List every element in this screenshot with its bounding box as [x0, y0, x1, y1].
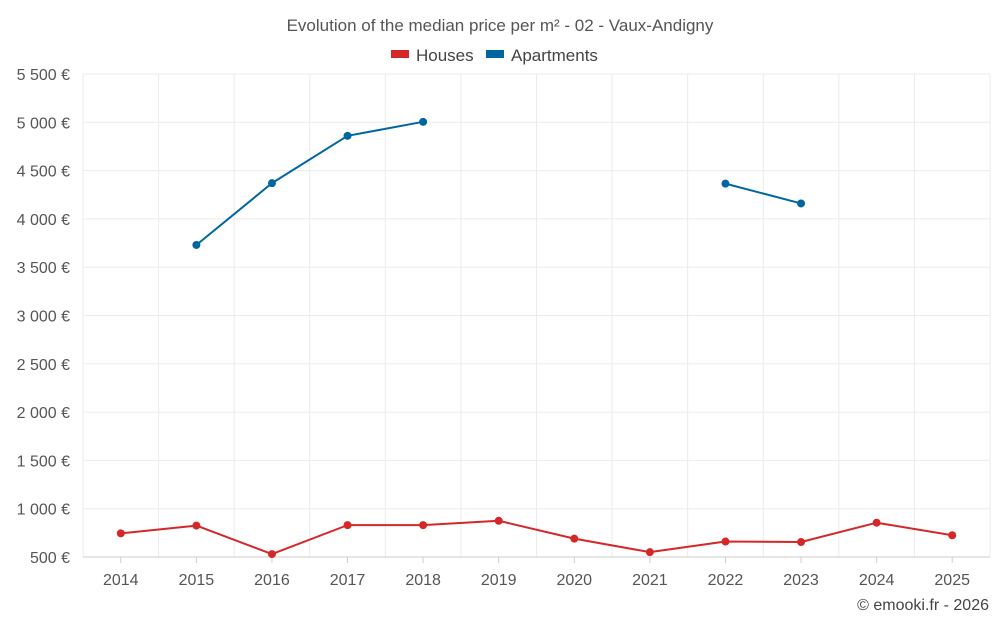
x-tick-label: 2017 — [330, 572, 366, 589]
legend-swatch-apartments — [486, 50, 504, 58]
series-line-apartments — [195, 120, 424, 246]
x-tick-label: 2021 — [632, 572, 668, 589]
series-houses — [116, 516, 957, 559]
x-tick-label: 2024 — [859, 572, 895, 589]
data-point-houses-2017[interactable] — [343, 521, 352, 530]
data-point-houses-2023[interactable] — [797, 538, 806, 547]
data-point-apartments-2015[interactable] — [192, 240, 201, 249]
data-point-apartments-2017[interactable] — [343, 131, 352, 140]
series-line-apartments — [725, 182, 802, 205]
y-tick-label: 4 000 € — [17, 212, 70, 229]
credit-text: © emooki.fr - 2026 — [857, 597, 989, 614]
x-tick-label: 2022 — [708, 572, 744, 589]
legend-label-apartments[interactable]: Apartments — [511, 46, 598, 65]
data-point-houses-2019[interactable] — [494, 516, 503, 525]
x-tick-label: 2023 — [783, 572, 819, 589]
series-line-houses — [120, 519, 953, 556]
y-tick-label: 2 000 € — [17, 405, 70, 422]
legend-label-houses[interactable]: Houses — [416, 46, 474, 65]
data-point-apartments-2018[interactable] — [419, 117, 428, 126]
series-layer — [116, 117, 957, 559]
y-tick-label: 3 000 € — [17, 309, 70, 326]
y-tick-label: 1 500 € — [17, 453, 70, 470]
chart-title: Evolution of the median price per m² - 0… — [287, 16, 714, 35]
x-tick-label: 2014 — [103, 572, 139, 589]
x-tick-label: 2025 — [934, 572, 970, 589]
data-point-apartments-2022[interactable] — [721, 179, 730, 188]
legend-swatch-houses — [391, 50, 409, 58]
y-tick-label: 2 500 € — [17, 357, 70, 374]
data-point-houses-2022[interactable] — [721, 537, 730, 546]
y-tick-label: 4 500 € — [17, 164, 70, 181]
x-tick-label: 2015 — [179, 572, 215, 589]
y-tick-label: 5 500 € — [17, 67, 70, 84]
x-tick-label: 2019 — [481, 572, 517, 589]
y-tick-label: 500 € — [30, 550, 70, 567]
x-axis: 2014 2015 2016 2017 2018 2019 2020 2021 2022 2023… — [83, 556, 990, 589]
data-point-houses-2018[interactable] — [419, 521, 428, 530]
x-tick-label: 2018 — [405, 572, 441, 589]
y-tick-label: 5 000 € — [17, 115, 70, 132]
x-tick-label: 2016 — [254, 572, 290, 589]
series-apartments — [192, 117, 806, 249]
data-point-houses-2021[interactable] — [645, 548, 654, 557]
data-point-apartments-2023[interactable] — [797, 199, 806, 208]
gridlines — [82, 73, 991, 557]
data-point-houses-2025[interactable] — [948, 531, 957, 540]
legend: Houses Apartments — [391, 46, 598, 65]
data-point-apartments-2016[interactable] — [267, 179, 276, 188]
data-point-houses-2014[interactable] — [116, 529, 125, 538]
x-tick-label: 2020 — [556, 572, 592, 589]
data-point-houses-2015[interactable] — [192, 521, 201, 530]
data-point-houses-2016[interactable] — [267, 550, 276, 559]
y-tick-label: 3 500 € — [17, 260, 70, 277]
y-tick-label: 1 000 € — [17, 502, 70, 519]
data-point-houses-2020[interactable] — [570, 534, 579, 543]
y-axis: 500 € 1 000 € 1 500 € 2 000 € 2 500 € 3 000 €… — [17, 67, 70, 567]
data-point-houses-2024[interactable] — [872, 518, 881, 527]
